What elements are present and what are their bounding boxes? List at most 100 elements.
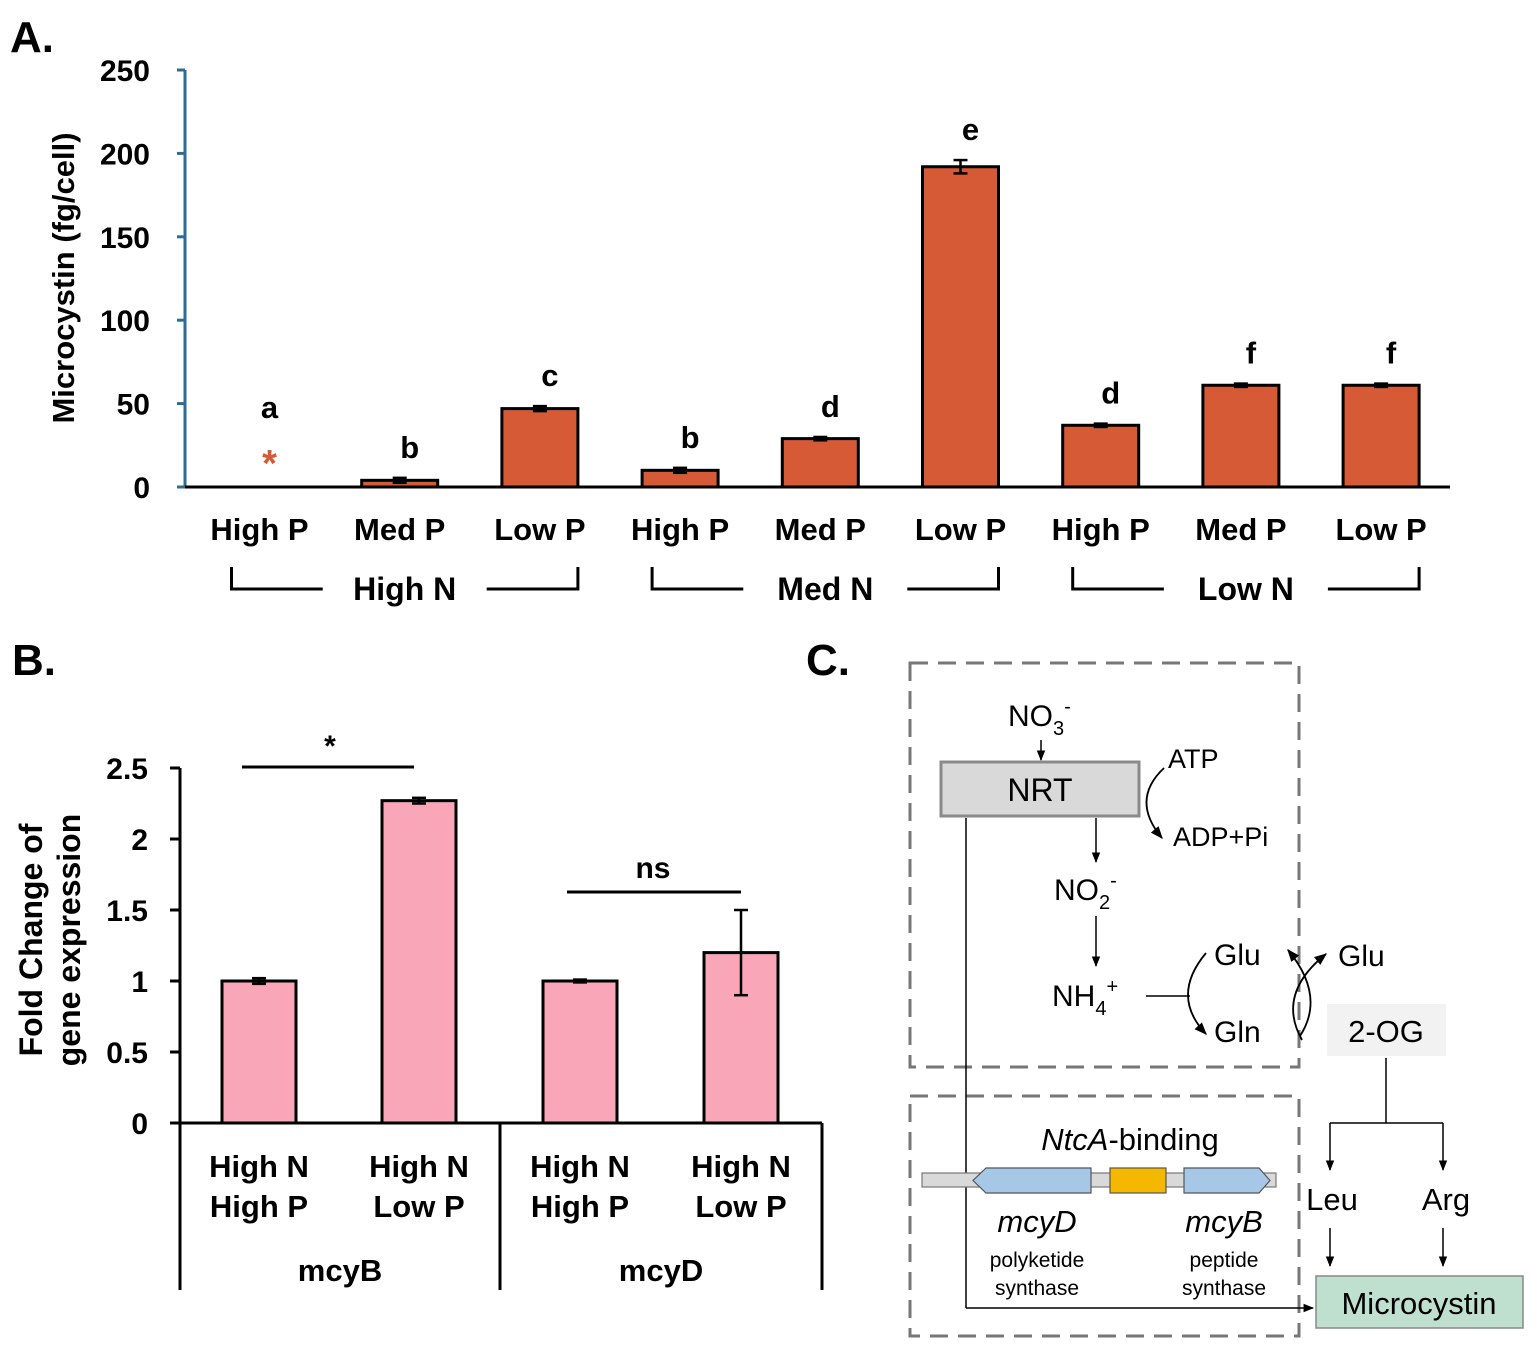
x-tick-label-a: High P — [631, 512, 729, 547]
exchange-arc-2 — [1292, 953, 1327, 1041]
y-tick-label-a: 50 — [117, 389, 150, 422]
gln-label: Gln — [1214, 1016, 1261, 1049]
significance-letter-a: f — [1246, 336, 1257, 371]
microcystin-label: Microcystin — [1341, 1286, 1496, 1321]
x-tick-label-a: Low P — [915, 512, 1006, 547]
glu-gln-curve — [1187, 952, 1207, 1035]
group-label-a: Low N — [1198, 571, 1294, 607]
mcyb-gene — [1183, 1167, 1271, 1194]
nh4-label: NH4+ — [1052, 976, 1118, 1020]
mcyd-gene — [972, 1167, 1092, 1194]
significance-letter-a: c — [541, 358, 558, 393]
ntca-binding-site — [1109, 1167, 1167, 1194]
lower-dashed-box — [908, 1094, 1301, 1338]
x-tick-label-b-line1: High N — [530, 1149, 630, 1184]
og-box — [1327, 1004, 1446, 1056]
significance-letter-a: d — [821, 389, 840, 424]
panel-c-label: C. — [806, 636, 850, 685]
significance-letter-a: e — [962, 112, 979, 147]
glu-right-label: Glu — [1338, 940, 1385, 973]
group-label-b: mcyB — [298, 1253, 382, 1288]
nrt-box — [939, 760, 1141, 818]
zero-value-marker: * — [262, 443, 277, 485]
bar-a — [500, 407, 580, 489]
x-tick-label-a: Low P — [494, 512, 585, 547]
y-axis-title-b-line2: gene expression — [51, 814, 87, 1067]
chart-a: 0 50 100 150 200 250 Microcystin (fg/cell) a Hig… — [46, 55, 1450, 607]
ntca-binding-label: NtcA-binding — [1041, 1122, 1219, 1157]
bar-a — [1201, 383, 1281, 489]
microcystin-box — [1315, 1275, 1524, 1329]
significance-letter-a: d — [1101, 376, 1120, 411]
x-tick-label-a: Low P — [1335, 512, 1426, 547]
x-tick-label-b-line2: Low P — [373, 1189, 464, 1224]
x-tick-label-a: High P — [1052, 512, 1150, 547]
bar-a — [1341, 383, 1421, 489]
nrt-label: NRT — [1007, 772, 1072, 808]
y-tick-label-a: 150 — [100, 222, 150, 255]
arg-label: Arg — [1422, 1182, 1470, 1217]
x-tick-label-a: High P — [210, 512, 308, 547]
mcyd-label: mcyD — [997, 1204, 1076, 1239]
panel-b-label: B. — [12, 636, 56, 685]
mcyb-label: mcyB — [1185, 1204, 1263, 1239]
bar-a — [1061, 423, 1141, 489]
group-bracket-right-a — [486, 567, 580, 591]
x-tick-label-b-line2: Low P — [695, 1189, 786, 1224]
group-bracket-right-a — [1327, 567, 1421, 591]
significance-letter-a: b — [681, 420, 700, 455]
y-tick-label-a: 0 — [133, 472, 150, 505]
significance-letter-a: b — [400, 430, 419, 465]
bar-b — [380, 799, 458, 1125]
group-label-a: High N — [353, 571, 456, 607]
y-tick-label-b: 0.5 — [106, 1037, 148, 1070]
x-tick-label-b-line1: High N — [691, 1149, 791, 1184]
pathway-diagram: NO3- NRT ATP ADP+Pi NO2- NH4+ Glu Gln Gl… — [908, 661, 1524, 1338]
x-tick-label-b-line1: High N — [209, 1149, 309, 1184]
y-tick-label-b: 0 — [131, 1108, 148, 1141]
y-tick-label-a: 100 — [100, 305, 150, 338]
x-tick-label-b-line2: High P — [531, 1189, 629, 1224]
exchange-arc-1 — [1287, 949, 1312, 1037]
bar-a — [921, 165, 1000, 489]
significance-letter-a: a — [261, 390, 279, 425]
y-axis-title-a: Microcystin (fg/cell) — [46, 132, 81, 423]
x-tick-label-b-line2: High P — [210, 1189, 308, 1224]
no3-label: NO3- — [1008, 696, 1071, 740]
atp-curve — [1145, 767, 1165, 839]
group-bracket-right-a — [907, 567, 1000, 591]
y-tick-label-b: 2 — [131, 824, 148, 857]
mcyd-desc-1: polyketide — [990, 1249, 1085, 1272]
y-tick-label-b: 1 — [131, 966, 148, 999]
y-tick-label-a: 200 — [100, 138, 150, 171]
y-tick-label-b: 2.5 — [106, 753, 148, 786]
x-tick-label-a: Med P — [354, 512, 445, 547]
no2-label: NO2- — [1054, 870, 1117, 914]
y-axis-title-b-line1: Fold Change of — [13, 823, 49, 1056]
adp-label: ADP+Pi — [1173, 822, 1268, 852]
glu-left-label: Glu — [1214, 939, 1261, 972]
x-tick-label-a: Med P — [775, 512, 866, 547]
bar-a — [780, 437, 860, 489]
mcyb-desc-1: peptide — [1190, 1249, 1259, 1272]
upper-dashed-box — [908, 661, 1301, 1069]
chart-b: 0 0.5 1 1.5 2 2.5 Fold Change of gene expressio… — [13, 730, 824, 1290]
y-tick-label-b: 1.5 — [106, 895, 148, 928]
x-tick-label-a: Med P — [1195, 512, 1286, 547]
significance-marker-b: * — [324, 730, 336, 763]
panel-a-label: A. — [10, 13, 54, 62]
significance-letter-a: f — [1386, 336, 1397, 371]
group-bracket-left-a — [1071, 567, 1164, 591]
atp-label: ATP — [1168, 744, 1219, 774]
mcyd-desc-2: synthase — [995, 1277, 1079, 1300]
y-tick-label-a: 250 — [100, 55, 150, 88]
x-tick-label-b-line1: High N — [369, 1149, 469, 1184]
group-label-a: Med N — [777, 571, 873, 607]
significance-marker-b: ns — [635, 852, 670, 885]
mcyb-desc-2: synthase — [1182, 1277, 1266, 1300]
leu-label: Leu — [1306, 1182, 1358, 1217]
group-bracket-left-a — [650, 567, 744, 591]
group-label-b: mcyD — [619, 1253, 703, 1288]
bar-b — [541, 979, 619, 1125]
